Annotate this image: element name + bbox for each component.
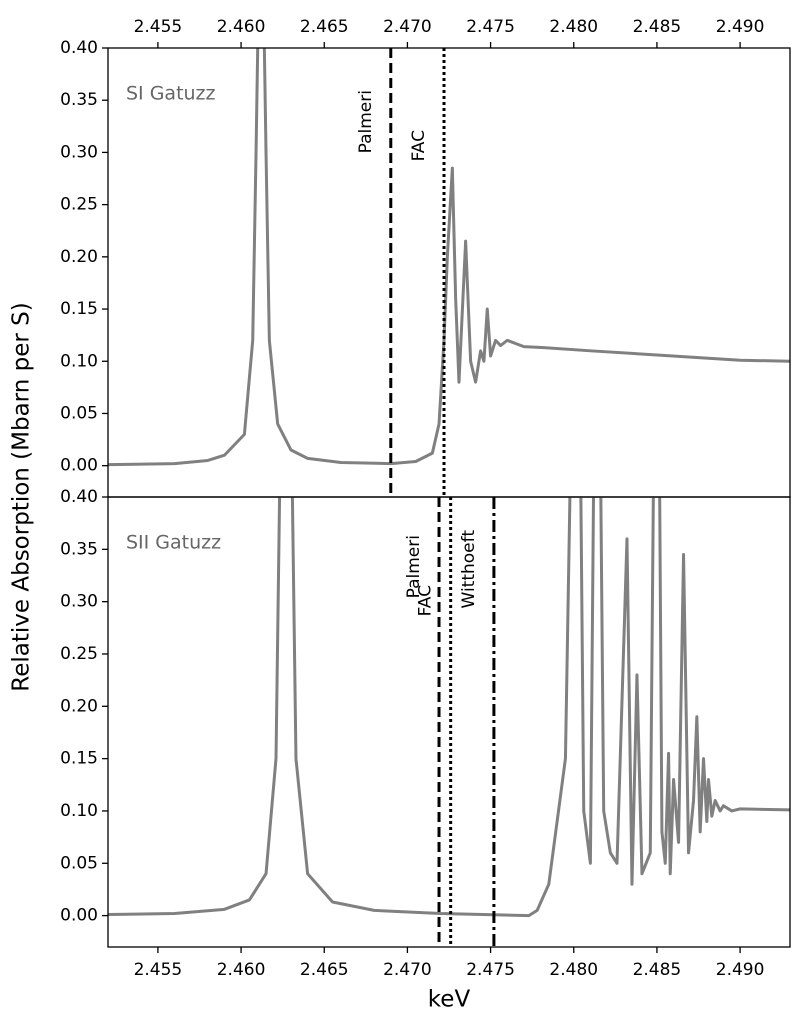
data-line bbox=[108, 497, 790, 918]
y-tick-label: 0.35 bbox=[60, 539, 98, 559]
panel-annotation: SI Gatuzz bbox=[126, 83, 216, 105]
axes-frame bbox=[107, 496, 791, 948]
y-tick-label: 0.25 bbox=[60, 195, 98, 215]
y-tick-label: 0.40 bbox=[60, 38, 98, 58]
axes-frame bbox=[107, 47, 791, 498]
x-tick-label: 2.455 bbox=[134, 17, 183, 37]
plot-area bbox=[108, 48, 790, 467]
x-tick-label: 2.475 bbox=[466, 17, 515, 37]
reference-label: FAC bbox=[409, 130, 429, 161]
y-tick-label: 0.05 bbox=[60, 853, 98, 873]
y-tick-label: 0.00 bbox=[60, 906, 98, 926]
x-tick-label: 2.455 bbox=[134, 960, 183, 980]
panel-annotation: SII Gatuzz bbox=[126, 532, 221, 554]
y-tick-label: 0.10 bbox=[60, 801, 98, 821]
x-axis-label: keV bbox=[428, 987, 471, 1013]
y-tick-label: 0.00 bbox=[60, 456, 98, 476]
y-tick-label: 0.20 bbox=[60, 696, 98, 716]
y-tick-label: 0.15 bbox=[60, 749, 98, 769]
x-tick-label: 2.460 bbox=[217, 17, 266, 37]
x-tick-label: 2.465 bbox=[300, 17, 349, 37]
x-tick-label: 2.485 bbox=[633, 960, 682, 980]
x-tick-label: 2.490 bbox=[716, 17, 765, 37]
x-tick-label: 2.460 bbox=[217, 960, 266, 980]
plot-area bbox=[108, 497, 790, 918]
y-tick-label: 0.15 bbox=[60, 299, 98, 319]
reference-label: FAC bbox=[416, 585, 436, 616]
y-tick-label: 0.10 bbox=[60, 351, 98, 371]
x-tick-label: 2.480 bbox=[549, 17, 598, 37]
y-tick-label: 0.35 bbox=[60, 90, 98, 110]
y-tick-label: 0.20 bbox=[60, 247, 98, 267]
reference-label: Palmeri bbox=[404, 535, 424, 598]
x-tick-label: 2.470 bbox=[383, 17, 432, 37]
x-tick-label: 2.490 bbox=[716, 960, 765, 980]
y-axis-label: Relative Absorption (Mbarn per S) bbox=[9, 302, 35, 691]
y-tick-label: 0.30 bbox=[60, 592, 98, 612]
x-tick-label: 2.465 bbox=[300, 960, 349, 980]
x-tick-label: 2.480 bbox=[549, 960, 598, 980]
data-line bbox=[108, 48, 790, 467]
x-tick-label: 2.475 bbox=[466, 960, 515, 980]
y-tick-label: 0.25 bbox=[60, 644, 98, 664]
reference-label: Palmeri bbox=[356, 90, 376, 153]
y-tick-label: 0.05 bbox=[60, 403, 98, 423]
y-tick-label: 0.40 bbox=[60, 487, 98, 507]
y-tick-label: 0.30 bbox=[60, 142, 98, 162]
reference-label: Witthoeft bbox=[459, 530, 479, 609]
x-tick-label: 2.470 bbox=[383, 960, 432, 980]
x-tick-label: 2.485 bbox=[633, 17, 682, 37]
